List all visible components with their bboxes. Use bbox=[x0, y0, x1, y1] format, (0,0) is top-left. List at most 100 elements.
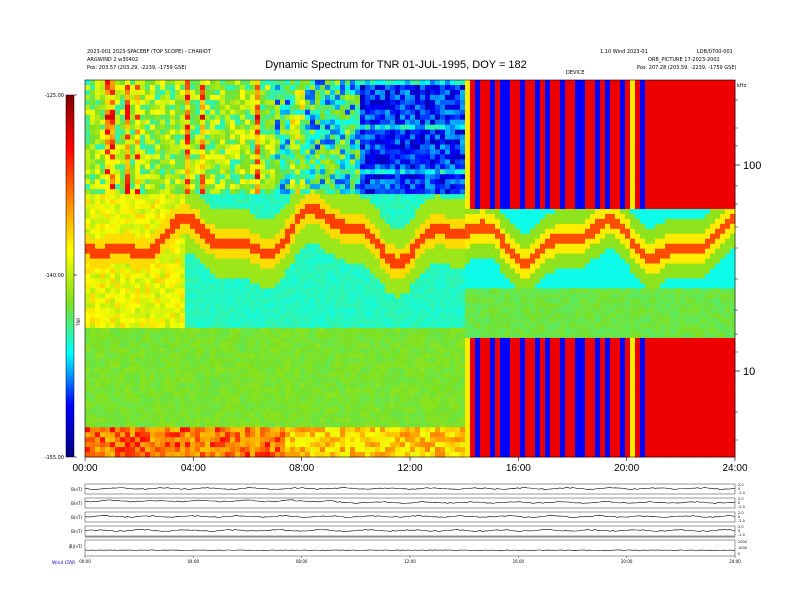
spectrum-cell bbox=[345, 447, 351, 453]
spectrum-cell bbox=[395, 99, 401, 106]
spectrum-cell bbox=[265, 179, 271, 185]
spectrum-cell bbox=[240, 283, 246, 289]
spectrum-cell bbox=[200, 238, 206, 245]
spectrum-cell bbox=[135, 258, 141, 264]
spectrum-cell bbox=[130, 313, 136, 319]
spectrum-cell bbox=[165, 447, 171, 453]
spectrum-cell bbox=[190, 417, 196, 423]
spectrum-cell bbox=[280, 308, 286, 314]
spectrum-cell bbox=[355, 328, 361, 334]
spectrum-cell bbox=[175, 129, 181, 135]
spectrum-cell bbox=[185, 332, 191, 339]
spectrum-cell bbox=[150, 248, 156, 255]
spectrum-cell bbox=[160, 288, 166, 294]
spectrum-cell bbox=[185, 129, 191, 135]
spectrum-cell bbox=[140, 377, 146, 383]
spectrum-cell bbox=[245, 352, 251, 359]
spectrum-cell bbox=[100, 139, 106, 145]
spectrum-cell bbox=[360, 149, 366, 155]
spectrum-cell bbox=[120, 357, 126, 364]
spectrum-cell bbox=[105, 407, 111, 413]
spectrum-cell bbox=[85, 382, 91, 388]
spectrum-cell bbox=[130, 347, 136, 354]
spectrum-cell bbox=[110, 432, 116, 438]
spectrum-cell bbox=[255, 382, 261, 388]
spectrum-cell bbox=[255, 318, 261, 324]
spectrum-cell bbox=[195, 258, 201, 264]
spectrum-cell bbox=[240, 134, 246, 140]
spectrum-cell bbox=[200, 417, 206, 423]
spectrum-cell bbox=[110, 323, 116, 329]
spectrum-cell bbox=[350, 323, 356, 329]
spectrum-cell bbox=[305, 134, 311, 140]
spectrum-cell bbox=[400, 372, 406, 379]
spectrum-cell bbox=[215, 268, 221, 274]
spectrum-cell bbox=[125, 342, 131, 349]
spectrum-cell bbox=[100, 437, 106, 443]
spectrum-cell bbox=[370, 124, 376, 130]
spectrum-cell bbox=[310, 194, 316, 200]
spectrum-cell bbox=[315, 372, 321, 379]
spectrum-cell bbox=[395, 347, 401, 354]
spectrum-cell bbox=[170, 99, 176, 106]
spectrum-cell bbox=[160, 119, 166, 126]
spectrum-cell bbox=[200, 184, 206, 190]
spectrum-cell bbox=[315, 382, 321, 388]
spectrum-cell bbox=[305, 104, 311, 111]
spectrum-cell bbox=[260, 104, 266, 111]
spectrum-cell bbox=[280, 357, 286, 364]
spectrum-cell bbox=[175, 154, 181, 160]
spectrum-cell bbox=[150, 417, 156, 423]
spectrum-cell bbox=[145, 94, 151, 101]
spectrum-cell bbox=[245, 402, 251, 408]
spectrum-cell bbox=[370, 144, 376, 150]
spectrum-cell bbox=[330, 442, 336, 448]
spectrum-cell bbox=[110, 342, 116, 349]
spectrum-cell bbox=[245, 387, 251, 393]
spectrum-cell bbox=[395, 357, 401, 364]
spectrum-cell bbox=[370, 407, 376, 413]
spectrum-cell bbox=[160, 377, 166, 383]
spectrum-cell bbox=[120, 184, 126, 190]
spectrum-cell bbox=[205, 293, 211, 299]
spectrum-cell bbox=[385, 342, 391, 349]
spectrum-cell bbox=[105, 372, 111, 379]
spectrum-cell bbox=[125, 412, 131, 418]
spectrum-cell bbox=[125, 427, 131, 433]
spectrum-cell bbox=[170, 174, 176, 180]
spectrum-cell bbox=[155, 382, 161, 388]
spectrum-cell bbox=[365, 139, 371, 145]
spectrum-cell bbox=[315, 268, 321, 274]
spectrum-cell bbox=[395, 129, 401, 135]
spectrum-cell bbox=[235, 372, 241, 379]
spectrum-cell bbox=[135, 154, 141, 160]
spectrum-cell bbox=[180, 199, 186, 205]
spectrum-cell bbox=[145, 407, 151, 413]
spectrum-cell bbox=[195, 94, 201, 101]
spectrum-cell bbox=[220, 89, 226, 96]
spectrum-cell bbox=[290, 427, 296, 433]
spectrum-cell bbox=[85, 149, 91, 155]
spectrum-cell bbox=[255, 377, 261, 383]
spectrum-cell bbox=[230, 273, 236, 279]
spectrum-cell bbox=[210, 194, 216, 200]
spectrum-cell bbox=[255, 367, 261, 374]
spectrum-cell bbox=[270, 417, 276, 423]
spectrum-cell bbox=[170, 407, 176, 413]
spectrum-cell bbox=[185, 248, 191, 255]
spectrum-cell bbox=[320, 288, 326, 294]
spectrum-cell bbox=[250, 228, 256, 235]
spectrum-cell bbox=[275, 144, 281, 150]
spectrum-cell bbox=[355, 412, 361, 418]
spectrum-cell bbox=[90, 377, 96, 383]
spectrum-cell bbox=[320, 337, 326, 344]
spectrum-cell bbox=[285, 303, 291, 309]
spectrum-cell bbox=[360, 313, 366, 319]
spectrum-cell bbox=[340, 199, 346, 205]
spectrum-cell bbox=[90, 357, 96, 364]
spectrum-cell bbox=[160, 139, 166, 145]
spectrum-cell bbox=[280, 243, 286, 250]
spectrum-cell bbox=[160, 342, 166, 349]
spectrum-cell bbox=[115, 303, 121, 309]
spectrum-cell bbox=[250, 174, 256, 180]
